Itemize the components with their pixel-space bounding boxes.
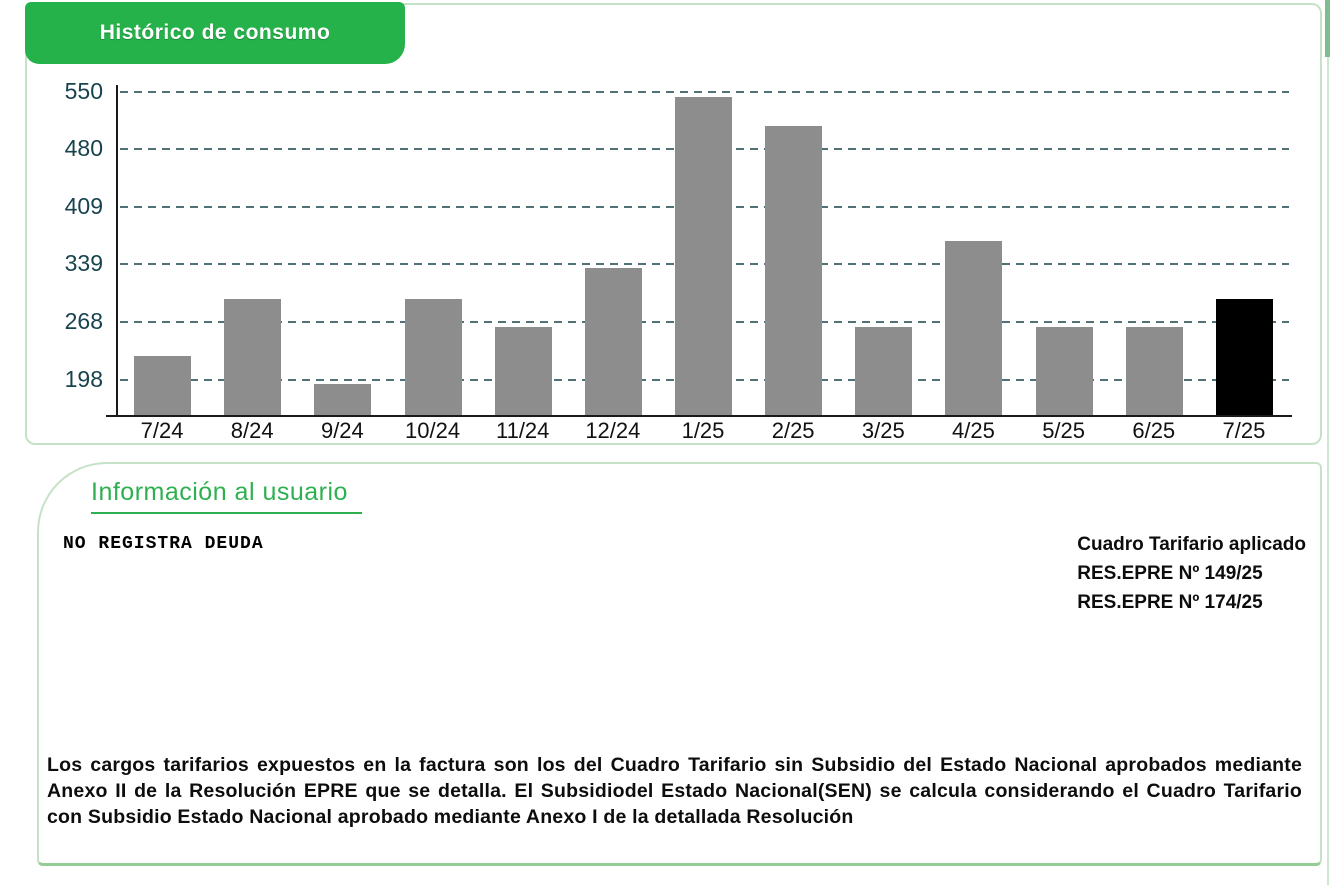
- bar-8-24: [224, 298, 282, 415]
- bar-7-24: [134, 356, 192, 415]
- info-panel-title: Información al usuario: [91, 478, 362, 514]
- tariff-heading: Cuadro Tarifario aplicado: [1077, 534, 1306, 555]
- bar-7-25: [1215, 298, 1273, 415]
- x-tick-label-1-25: 1/25: [681, 418, 725, 443]
- bar-6-25: [1125, 326, 1183, 415]
- y-tick-label-268: 268: [64, 308, 103, 335]
- chart-header-tab: Histórico de consumo: [25, 2, 405, 64]
- y-tick-label-339: 339: [64, 250, 103, 277]
- bar-11-24: [494, 326, 552, 415]
- x-tick-label-10-24: 10/24: [405, 418, 461, 443]
- y-tick-label-480: 480: [64, 134, 103, 161]
- x-tick-label-12-24: 12/24: [585, 418, 641, 443]
- bar-chart-plot-area: [117, 85, 1289, 415]
- y-tick-label-550: 550: [64, 77, 103, 104]
- page-right-border: [1327, 0, 1329, 885]
- bar-4-25: [945, 240, 1003, 415]
- x-tick-label-7-24: 7/24: [140, 418, 184, 443]
- x-tick-label-9-24: 9/24: [320, 418, 364, 443]
- bar-1-25: [675, 97, 732, 415]
- y-tick-label-409: 409: [64, 193, 103, 220]
- user-info-panel: Información al usuario NO REGISTRA DEUDA…: [37, 462, 1322, 866]
- chart-title: Histórico de consumo: [99, 21, 331, 44]
- debt-status-text: NO REGISTRA DEUDA: [63, 534, 264, 554]
- bar-2-25: [765, 125, 823, 415]
- y-tick-label-198: 198: [64, 365, 103, 392]
- legal-text: Los cargos tarifarios expuestos en la fa…: [47, 754, 1302, 828]
- bar-5-25: [1035, 326, 1093, 415]
- page-right-accent: [1325, 0, 1330, 57]
- bar-9-24: [314, 383, 372, 415]
- tariff-resolution-1: RES.EPRE Nº 149/25: [1077, 563, 1263, 584]
- bar-10-24: [404, 298, 462, 415]
- x-axis-labels: 7/24 8/24 9/24 10/24 11/24 12/24 1/25 2/25 3/25 4…: [117, 418, 1289, 446]
- x-tick-label-4-25: 4/25: [952, 418, 995, 443]
- x-tick-label-2-25: 2/25: [771, 418, 815, 443]
- x-axis-line: [106, 415, 1292, 417]
- tariff-resolution-2: RES.EPRE Nº 174/25: [1077, 592, 1263, 613]
- x-tick-label-6-25: 6/25: [1132, 418, 1176, 443]
- consumption-history-panel: Histórico de consumo 550 480 409 339 268 198 …: [25, 2, 1322, 446]
- y-axis-line: [116, 85, 118, 415]
- x-tick-label-3-25: 3/25: [861, 418, 905, 443]
- applied-tariff-block: Cuadro Tarifario aplicado RES.EPRE Nº 14…: [1077, 530, 1306, 617]
- bar-3-25: [855, 326, 913, 415]
- bar-12-24: [584, 268, 642, 415]
- bars: [117, 85, 1289, 415]
- x-tick-label-5-25: 5/25: [1042, 418, 1086, 443]
- gridline-550: [120, 90, 1289, 93]
- x-tick-label-8-24: 8/24: [230, 418, 274, 443]
- y-axis-labels: 550 480 409 339 268 198: [27, 78, 107, 415]
- x-tick-label-7-25: 7/25: [1222, 418, 1266, 443]
- x-tick-label-11-24: 11/24: [495, 418, 550, 443]
